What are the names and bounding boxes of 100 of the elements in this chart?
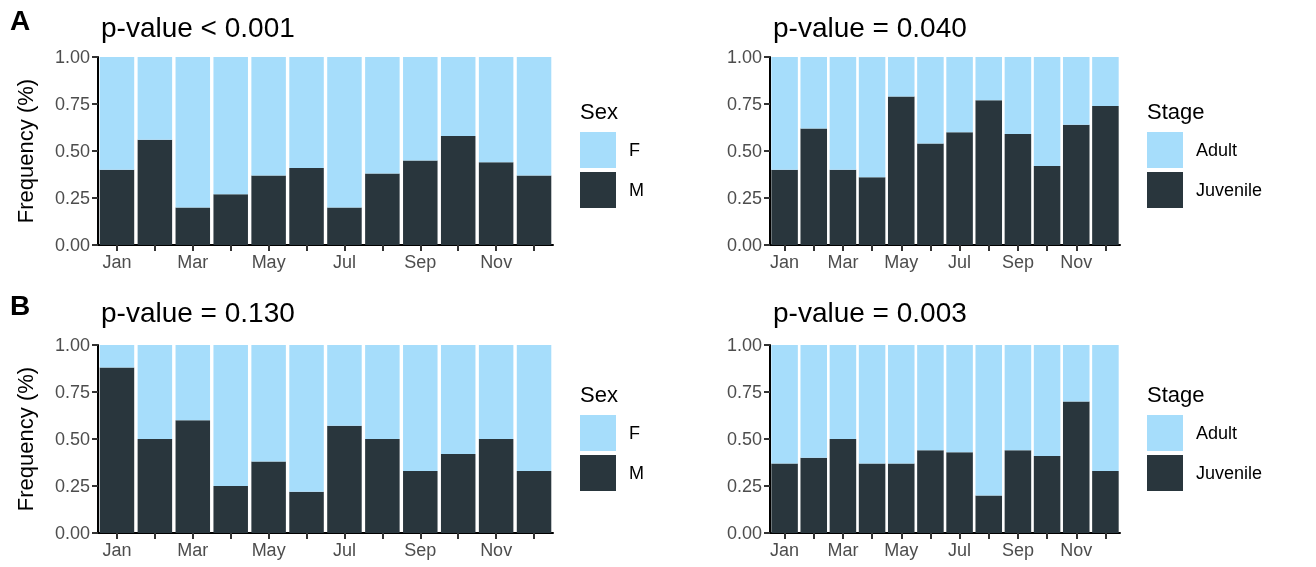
y-tick-label: 0.25 — [726, 188, 762, 208]
bar — [478, 345, 514, 439]
y-tick-label: 0.75 — [726, 382, 762, 402]
bar — [175, 57, 211, 208]
y-tick-label: 0.00 — [54, 523, 90, 543]
bar — [213, 57, 248, 195]
y-tick-label: 1.00 — [54, 47, 90, 67]
x-tick-label: Jul — [332, 540, 356, 560]
bar — [1004, 57, 1032, 135]
bar — [327, 345, 362, 426]
bar — [946, 345, 973, 453]
text: A — [10, 4, 31, 36]
bar — [289, 345, 324, 492]
bar — [1004, 345, 1032, 451]
x-tick-label: Nov — [1060, 540, 1093, 560]
y-tick-label: 0.50 — [726, 429, 762, 449]
bar — [403, 57, 438, 161]
y-tick-label: 0.25 — [54, 476, 90, 496]
legend-label: Juvenile — [1196, 180, 1263, 200]
chart-title: p-value = 0.130 — [101, 296, 295, 328]
y-tick-label: 0.50 — [726, 141, 762, 161]
y-tick-label: 0.75 — [54, 382, 90, 402]
bar — [213, 345, 248, 486]
bar — [327, 57, 362, 208]
x-tick-label: Jul — [332, 252, 356, 272]
legend-label: Juvenile — [1196, 463, 1263, 483]
legend-label: F — [629, 140, 640, 160]
bar — [975, 345, 1003, 496]
y-tick-label: 0.00 — [726, 235, 762, 255]
y-axis-title: Frequency (%) — [12, 366, 38, 512]
x-tick-label: Jul — [948, 540, 972, 560]
x-tick-label: Jan — [102, 252, 132, 272]
y-tick-label: 1.00 — [726, 335, 762, 355]
x-tick-label: Mar — [827, 540, 859, 560]
y-tick-label: 0.00 — [54, 235, 90, 255]
x-tick-label: Jan — [770, 540, 800, 560]
bar — [440, 345, 476, 455]
bar — [1033, 345, 1061, 456]
text: B — [10, 289, 31, 321]
y-tick-label: 0.25 — [54, 188, 90, 208]
y-tick-label: 1.00 — [726, 47, 762, 67]
bar — [99, 57, 135, 170]
bar — [829, 345, 857, 439]
bar — [137, 345, 173, 439]
legend-title: Stage — [1147, 98, 1205, 124]
y-tick-label: 0.75 — [726, 94, 762, 114]
x-tick-label: May — [884, 540, 919, 560]
bar — [516, 345, 552, 471]
bar — [99, 345, 135, 368]
bar — [1062, 57, 1090, 125]
legend-label: M — [629, 463, 644, 483]
bar — [289, 57, 324, 168]
legend-label: F — [629, 423, 640, 443]
legend-label: M — [629, 180, 644, 200]
bar — [440, 57, 476, 136]
bar — [365, 57, 400, 174]
y-tick-label: 0.50 — [54, 429, 90, 449]
legend-title: Sex — [580, 98, 618, 124]
chart-title: p-value = 0.003 — [773, 296, 967, 328]
x-tick-label: Sep — [1001, 252, 1034, 272]
x-tick-label: Nov — [480, 540, 513, 560]
bar — [887, 345, 915, 464]
x-tick-label: Jan — [770, 252, 800, 272]
x-tick-label: Nov — [480, 252, 513, 272]
bar — [917, 345, 944, 451]
bar — [771, 57, 798, 170]
x-tick-label: Sep — [1001, 540, 1034, 560]
bar — [829, 57, 857, 170]
chart-title: p-value < 0.001 — [101, 11, 295, 43]
x-tick-label: Nov — [1060, 252, 1093, 272]
bar — [403, 345, 438, 471]
x-tick-label: May — [251, 540, 286, 560]
bar — [858, 345, 886, 464]
x-tick-label: Mar — [177, 540, 209, 560]
x-tick-label: Jan — [102, 540, 132, 560]
bar — [858, 57, 886, 178]
bar — [946, 57, 973, 133]
bar — [175, 345, 211, 421]
x-tick-label: Sep — [404, 540, 437, 560]
bar — [1033, 57, 1061, 167]
legend-title: Sex — [580, 381, 618, 407]
bar — [975, 57, 1003, 101]
legend-label: Adult — [1196, 423, 1238, 443]
bar — [137, 57, 173, 140]
y-axis-title: Frequency (%) — [12, 78, 38, 224]
x-tick-label: Mar — [827, 252, 859, 272]
chart-title: p-value = 0.040 — [773, 11, 967, 43]
bar — [917, 57, 944, 144]
y-tick-label: 0.00 — [726, 523, 762, 543]
y-tick-label: 1.00 — [54, 335, 90, 355]
x-tick-label: Mar — [177, 252, 209, 272]
bar — [251, 345, 286, 462]
bar — [1062, 345, 1090, 402]
bar — [800, 345, 828, 458]
legend-label: Adult — [1196, 140, 1238, 160]
bar — [365, 345, 400, 439]
x-tick-label: May — [251, 252, 286, 272]
y-tick-label: 0.50 — [54, 141, 90, 161]
x-tick-label: Jul — [948, 252, 972, 272]
bar — [771, 345, 798, 464]
